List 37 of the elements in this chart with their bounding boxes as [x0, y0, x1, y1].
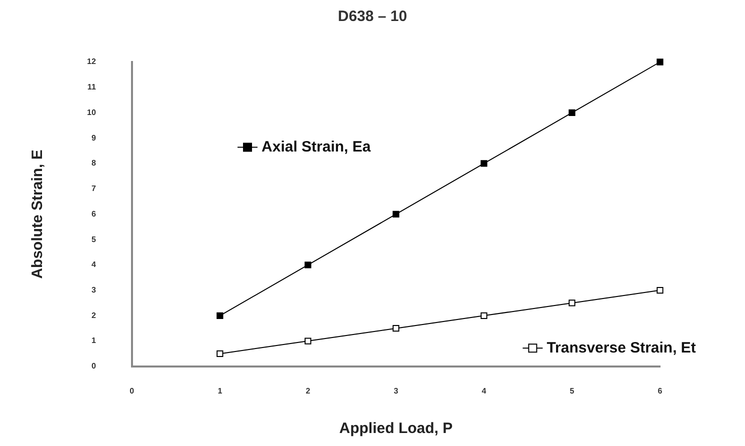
y-tick-label: 12	[86, 57, 96, 66]
point	[568, 300, 576, 306]
y-tick-label: 4	[91, 260, 96, 270]
point	[392, 325, 400, 332]
y-tick-label: 6	[91, 209, 96, 218]
y-tick-label: 10	[86, 108, 96, 117]
y-tick-label: 9	[91, 133, 96, 142]
point	[304, 262, 312, 268]
y-tick-label: 3	[91, 286, 96, 295]
y-tick-label: 7	[91, 184, 96, 194]
x-tick-label: 2	[306, 386, 311, 396]
y-tick-label: 0	[91, 362, 96, 371]
x-tick-label: 6	[658, 386, 663, 396]
x-tick-label: 3	[394, 386, 399, 396]
point	[656, 286, 664, 294]
y-tick-label: 2	[91, 310, 96, 320]
x-tick-label: 1	[218, 386, 223, 396]
y-tick-label: 8	[91, 158, 96, 168]
chart-title: D638 – 10	[336, 8, 408, 25]
point	[568, 109, 576, 116]
point	[392, 210, 400, 218]
point	[480, 312, 488, 319]
point	[480, 160, 488, 167]
x-tick-label: 4	[482, 386, 487, 396]
legend-label: Axial Strain, Ea	[262, 138, 372, 156]
y-tick-label: 1	[91, 336, 96, 346]
x-tick-label: 0	[130, 386, 135, 396]
x-axis-title: Applied Load, P	[339, 420, 453, 438]
legend-label: Transverse Strain, Et	[546, 339, 696, 356]
y-tick-label: 5	[91, 234, 96, 244]
y-tick-label: 11	[87, 82, 96, 92]
point	[304, 338, 312, 344]
point	[216, 312, 224, 319]
point	[656, 58, 664, 66]
point	[216, 350, 224, 358]
x-tick-label: 5	[570, 386, 575, 396]
y-axis-title: Absolute Strain, E	[29, 150, 46, 279]
